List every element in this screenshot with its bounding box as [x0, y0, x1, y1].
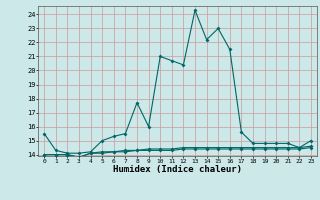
X-axis label: Humidex (Indice chaleur): Humidex (Indice chaleur) [113, 165, 242, 174]
